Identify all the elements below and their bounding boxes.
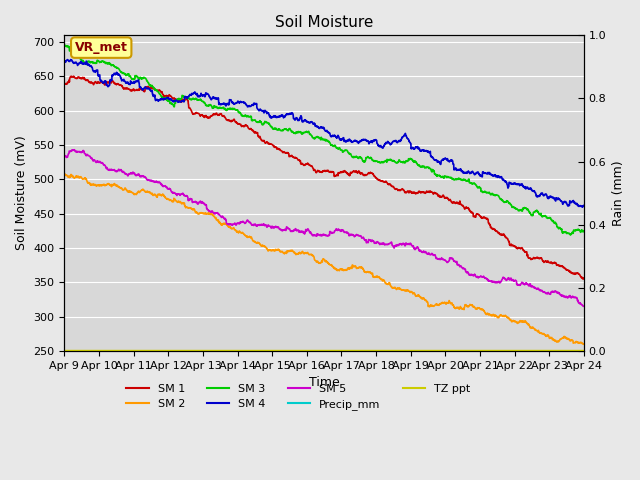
SM 5	[61, 153, 68, 158]
SM 4	[580, 203, 588, 208]
TZ ppt	[580, 348, 588, 354]
SM 3	[580, 228, 588, 234]
SM 4	[61, 58, 68, 63]
Precip_mm	[339, 348, 347, 354]
SM 1	[548, 261, 556, 266]
SM 3	[351, 154, 358, 160]
SM 3	[566, 232, 574, 238]
Text: VR_met: VR_met	[75, 41, 127, 54]
TZ ppt	[61, 348, 68, 354]
SM 1	[475, 212, 483, 218]
Precip_mm	[475, 348, 483, 354]
TZ ppt	[534, 348, 541, 354]
SM 2	[61, 171, 68, 177]
SM 5	[339, 227, 347, 233]
SM 5	[351, 234, 358, 240]
Precip_mm	[580, 348, 588, 354]
SM 5	[205, 208, 213, 214]
SM 1	[534, 255, 542, 261]
SM 3	[548, 217, 556, 223]
SM 2	[339, 267, 347, 273]
Line: SM 5: SM 5	[65, 150, 584, 306]
TZ ppt	[548, 348, 556, 354]
X-axis label: Time: Time	[308, 376, 339, 389]
Precip_mm	[205, 348, 213, 354]
SM 1	[580, 276, 588, 282]
SM 1	[351, 168, 358, 174]
SM 2	[351, 264, 358, 270]
SM 3	[475, 184, 483, 190]
SM 4	[534, 193, 542, 199]
SM 2	[534, 328, 542, 334]
SM 4	[579, 204, 586, 210]
SM 3	[61, 43, 68, 48]
Precip_mm	[534, 348, 541, 354]
SM 2	[61, 171, 68, 177]
SM 5	[70, 147, 78, 153]
SM 4	[475, 171, 483, 177]
Precip_mm	[548, 348, 556, 354]
Legend: SM 1, SM 2, SM 3, SM 4, SM 5, Precip_mm, TZ ppt: SM 1, SM 2, SM 3, SM 4, SM 5, Precip_mm,…	[122, 379, 474, 415]
SM 5	[475, 274, 483, 280]
SM 1	[67, 73, 75, 79]
SM 3	[534, 209, 542, 215]
SM 1	[339, 169, 347, 175]
Precip_mm	[61, 348, 68, 354]
Precip_mm	[350, 348, 358, 354]
SM 2	[579, 341, 587, 347]
Line: SM 3: SM 3	[65, 45, 584, 235]
TZ ppt	[339, 348, 347, 354]
SM 2	[475, 305, 483, 311]
SM 5	[534, 286, 542, 292]
Y-axis label: Rain (mm): Rain (mm)	[612, 160, 625, 226]
TZ ppt	[475, 348, 483, 354]
TZ ppt	[350, 348, 358, 354]
SM 1	[205, 115, 213, 120]
Line: SM 1: SM 1	[65, 76, 584, 279]
SM 1	[61, 81, 68, 86]
SM 4	[339, 135, 347, 141]
SM 5	[580, 303, 588, 309]
SM 3	[61, 42, 68, 48]
Title: Soil Moisture: Soil Moisture	[275, 15, 373, 30]
SM 4	[548, 195, 556, 201]
Line: SM 2: SM 2	[65, 174, 584, 344]
TZ ppt	[205, 348, 213, 354]
Y-axis label: Soil Moisture (mV): Soil Moisture (mV)	[15, 136, 28, 251]
SM 4	[205, 94, 213, 99]
SM 2	[205, 211, 213, 217]
SM 3	[339, 148, 347, 154]
SM 4	[351, 138, 358, 144]
SM 3	[205, 102, 213, 108]
SM 2	[580, 341, 588, 347]
SM 2	[548, 337, 556, 343]
SM 5	[548, 288, 556, 294]
Line: SM 4: SM 4	[65, 60, 584, 207]
SM 4	[67, 57, 74, 62]
SM 5	[579, 303, 587, 309]
